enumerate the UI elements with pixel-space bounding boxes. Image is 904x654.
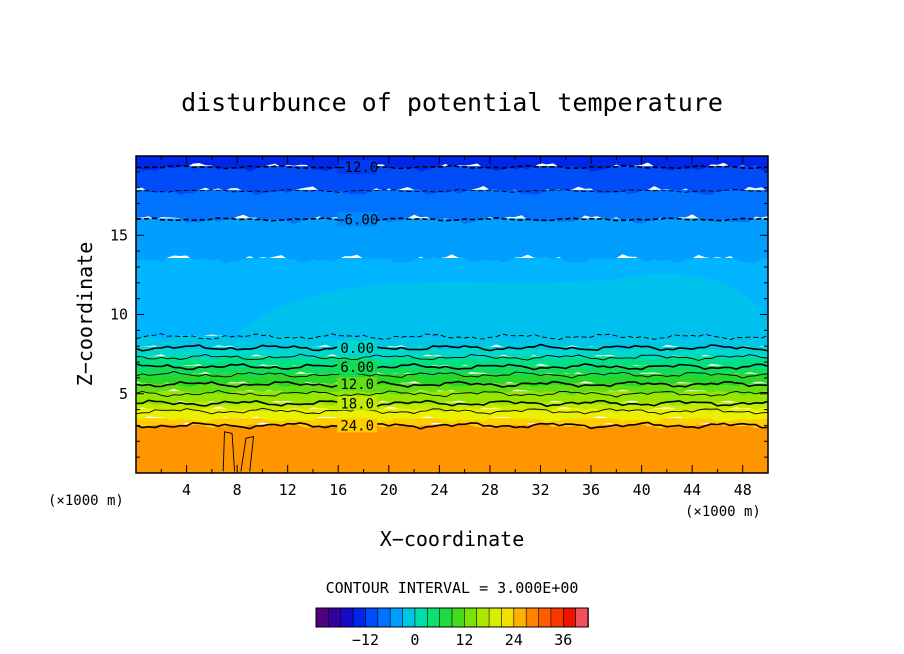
colorbar-cell xyxy=(451,607,466,628)
colorbar-tick-label: 36 xyxy=(554,631,572,649)
contour-label: 0.00 xyxy=(340,341,374,357)
contour-line xyxy=(136,343,768,352)
x-axis-ticks: 4 8 12 16 20 24 28 32 36 40 44 48 xyxy=(160,156,752,499)
x-tick-label: 20 xyxy=(380,481,398,499)
contour-line xyxy=(136,421,768,430)
contour-interval-text: CONTOUR INTERVAL = 3.000E+00 xyxy=(326,579,579,597)
y-axis-label: Z−coordinate xyxy=(73,242,97,387)
contour-band xyxy=(136,424,768,473)
colorbar-cell xyxy=(389,607,404,628)
chart-title: disturbunce of potential temperature xyxy=(181,88,723,117)
y-axis-ticks: 5 10 15 xyxy=(110,171,768,458)
x-tick-label: 24 xyxy=(430,481,448,499)
contour-label-background xyxy=(337,418,378,433)
contour-labels: 24.0 18.0 12.06.00 0.00 −6.00 −12.0 xyxy=(336,160,378,434)
colorbar-tick-label: 12 xyxy=(455,631,473,649)
x-axis-label: X−coordinate xyxy=(380,527,525,551)
colorbar-cell xyxy=(365,607,379,628)
contour-label-background xyxy=(337,396,378,411)
x-tick-label: 28 xyxy=(481,481,499,499)
colorbar-cell xyxy=(550,607,565,628)
colorbar-cell xyxy=(538,607,552,628)
colorbar-cell xyxy=(414,607,429,628)
contour-line xyxy=(136,188,768,193)
contour-band xyxy=(237,273,768,337)
contour-label: −12.0 xyxy=(336,160,378,176)
colorbar-cell xyxy=(575,607,589,628)
contour-band xyxy=(136,408,768,423)
contour-line xyxy=(222,431,236,472)
contour-band xyxy=(136,189,768,225)
contour-band xyxy=(136,418,768,429)
x-tick-label: 8 xyxy=(233,481,242,499)
contour-label-background xyxy=(337,340,378,355)
x-axis-unit-left: (×1000 m) xyxy=(48,493,124,509)
y-tick-label: 5 xyxy=(119,385,128,403)
x-axis-unit-right: (×1000 m) xyxy=(685,504,761,520)
contour-band xyxy=(136,156,768,172)
y-tick-label: 10 xyxy=(110,306,128,324)
contour-line xyxy=(136,407,768,415)
contour-label-background xyxy=(337,212,378,227)
contour-band xyxy=(136,166,768,196)
colorbar-cell xyxy=(464,607,478,628)
x-tick-label: 40 xyxy=(633,481,651,499)
contour-line xyxy=(240,435,255,472)
x-tick-label: 36 xyxy=(582,481,600,499)
x-tick-label: 12 xyxy=(279,481,297,499)
x-tick-label: 4 xyxy=(182,481,191,499)
x-tick-label: 16 xyxy=(329,481,347,499)
contour-label-background xyxy=(337,377,378,392)
x-tick-label: 48 xyxy=(734,481,752,499)
colorbar-cell xyxy=(562,607,577,628)
contour-band xyxy=(136,356,768,370)
colorbar-frame xyxy=(315,607,589,628)
contour-label: 12.0 xyxy=(340,377,374,393)
colorbar-ticks: −12 0 12 24 36 xyxy=(352,631,572,649)
y-tick-label: 15 xyxy=(110,226,128,244)
contour-line xyxy=(136,399,768,408)
contour-band xyxy=(136,218,768,264)
contour-line xyxy=(136,370,768,379)
contour-line xyxy=(136,390,768,398)
contour-line xyxy=(136,353,768,361)
colorbar-cell xyxy=(340,607,354,628)
colorbar-cell xyxy=(488,607,503,628)
colorbar-cell xyxy=(377,607,391,628)
contour-line xyxy=(136,333,768,341)
colorbar: −12 0 12 24 36 xyxy=(315,607,589,649)
contour-label: −6.00 xyxy=(336,212,378,228)
colorbar-tick-label: −12 xyxy=(352,631,379,649)
contour-line xyxy=(136,362,768,371)
colorbar-cell xyxy=(513,607,527,628)
contour-label-background xyxy=(337,359,378,374)
colorbar-cell xyxy=(315,607,330,628)
colorbar-cell xyxy=(501,607,515,628)
colorbar-cell xyxy=(426,607,441,628)
contour-label: 24.0 xyxy=(340,418,374,434)
contour-line xyxy=(136,216,768,222)
contour-label: 18.0 xyxy=(340,396,374,412)
colorbar-cells xyxy=(315,607,589,628)
contour-label: 6.00 xyxy=(340,360,374,376)
contour-line xyxy=(136,164,768,170)
contour-label-background xyxy=(337,160,378,175)
colorbar-tick-label: 0 xyxy=(410,631,419,649)
colorbar-cell xyxy=(525,607,540,628)
colorbar-cell xyxy=(476,607,490,628)
plot-area: 24.018.012.06.000.00−6.00−12.0 4 8 12 16 20 2… xyxy=(110,155,769,499)
x-tick-label: 44 xyxy=(683,481,701,499)
colorbar-cell xyxy=(402,607,416,628)
colorbar-cell xyxy=(328,607,342,628)
x-tick-label: 32 xyxy=(531,481,549,499)
colorbar-tick-label: 24 xyxy=(505,631,523,649)
contour-lines xyxy=(136,164,768,472)
colorbar-cell xyxy=(352,607,367,628)
colorbar-cell xyxy=(439,607,453,628)
contour-line xyxy=(136,380,768,388)
